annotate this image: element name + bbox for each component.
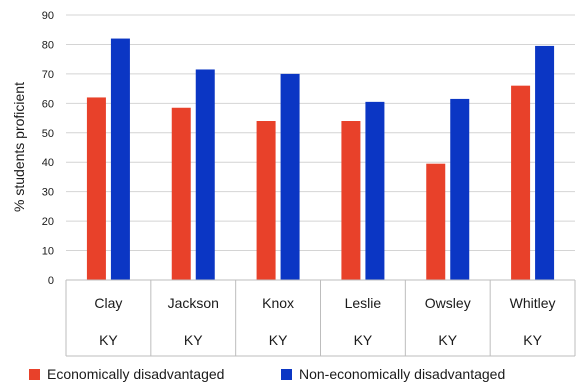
category-state-label: KY (438, 332, 457, 348)
x-axis-table: Clay KY Jackson KY Knox KY Leslie KY Owsley KY Whi… (65, 279, 576, 357)
bar-nonecon-knox (280, 73, 300, 280)
category-label: Owsley (425, 295, 471, 311)
legend: Economically disadvantaged Non-economical… (29, 366, 505, 382)
bar-nonecon-clay (110, 38, 130, 280)
y-tick-label: 10 (42, 246, 54, 258)
bar-econ-owsley (426, 163, 446, 280)
bar-econ-whitley (511, 85, 531, 281)
category-state-label: KY (523, 332, 542, 348)
bar-econ-clay (86, 97, 106, 280)
y-tick-label: 20 (42, 216, 54, 228)
category-state-label: KY (354, 332, 373, 348)
legend-swatch (29, 369, 40, 380)
legend-label: Non-economically disadvantaged (299, 366, 505, 382)
category-label: Leslie (345, 295, 382, 311)
bar-econ-leslie (341, 121, 361, 280)
y-tick-label: 70 (42, 69, 54, 81)
bar-nonecon-leslie (365, 101, 385, 280)
bar-econ-knox (256, 121, 276, 280)
bar-nonecon-jackson (195, 69, 215, 280)
category-state-label: KY (99, 332, 118, 348)
legend-swatch (281, 369, 292, 380)
bar-nonecon-owsley (450, 98, 470, 281)
category-state-label: KY (269, 332, 288, 348)
category-label: Clay (94, 295, 122, 311)
y-axis-ticks: 0 10 20 30 40 50 60 70 80 90 (42, 10, 54, 287)
bars (86, 38, 555, 281)
category-state-label: KY (184, 332, 203, 348)
y-tick-label: 90 (42, 10, 54, 22)
category-label: Knox (262, 295, 294, 311)
y-tick-label: 50 (42, 128, 54, 140)
legend-label: Economically disadvantaged (47, 366, 224, 382)
y-tick-label: 0 (48, 275, 54, 287)
y-tick-label: 80 (42, 39, 54, 51)
y-axis-label: % students proficient (11, 82, 27, 212)
category-label: Whitley (510, 295, 556, 311)
y-tick-label: 30 (42, 187, 54, 199)
y-tick-label: 40 (42, 157, 54, 169)
bar-econ-jackson (171, 107, 191, 280)
gridlines (66, 14, 575, 281)
y-tick-label: 60 (42, 98, 54, 110)
bar-nonecon-whitley (535, 45, 555, 280)
category-label: Jackson (168, 295, 219, 311)
